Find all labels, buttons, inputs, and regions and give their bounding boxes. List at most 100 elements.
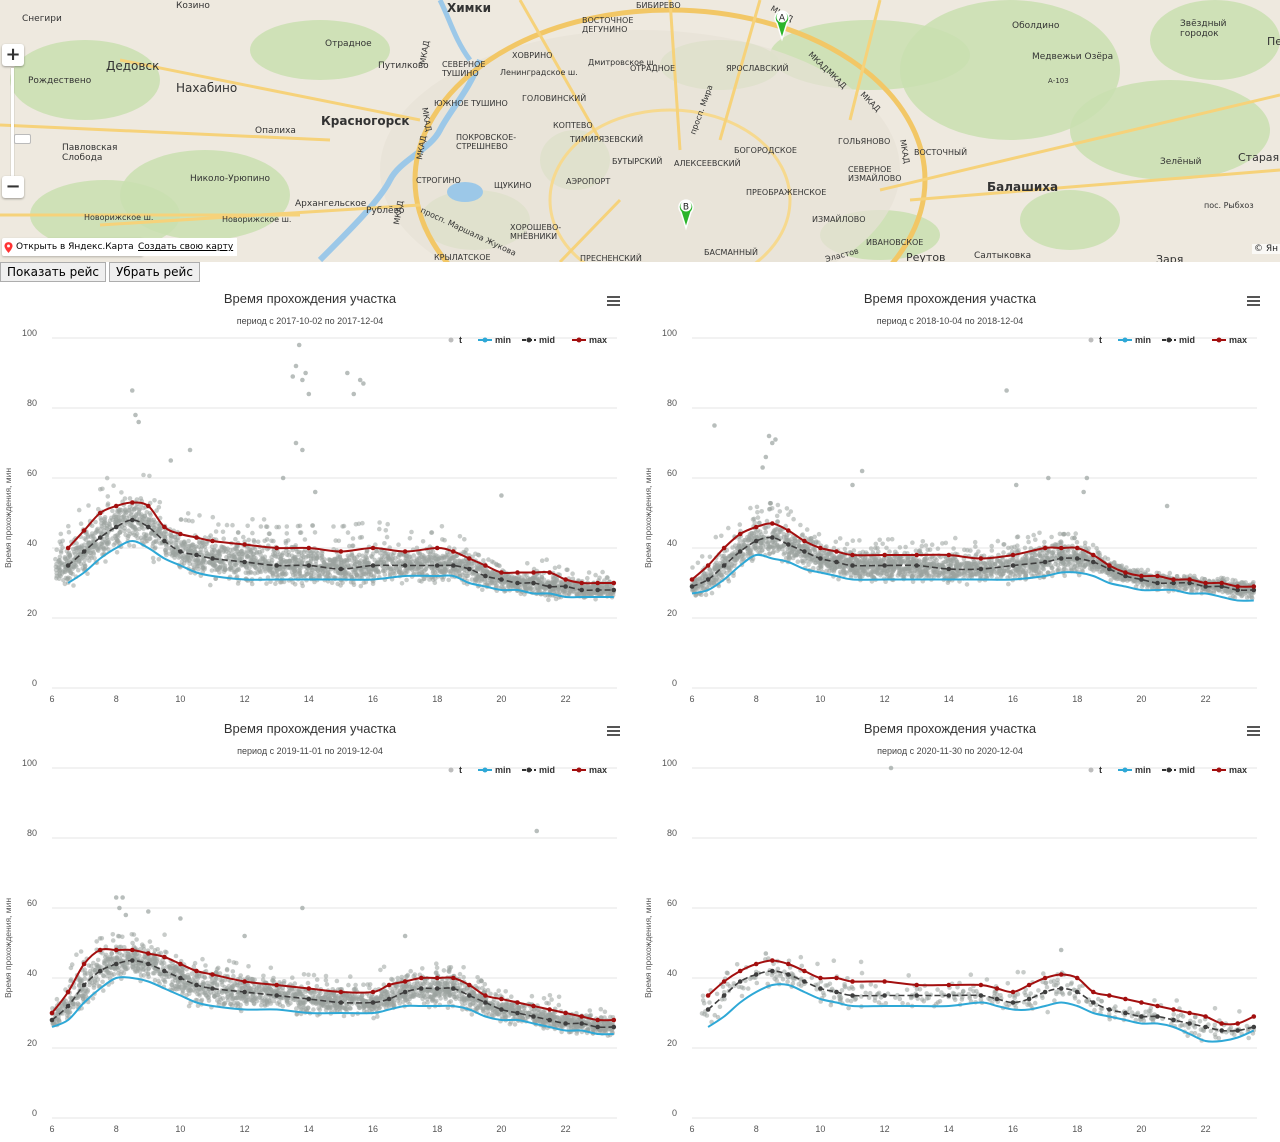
t-point: [973, 544, 978, 549]
t-point: [64, 576, 69, 581]
t-point: [122, 526, 127, 531]
show-route-button[interactable]: Показать рейс: [0, 262, 106, 282]
t-point: [397, 552, 402, 557]
t-point: [798, 523, 803, 528]
legend-item-t[interactable]: t: [449, 335, 463, 345]
series-mid-marker: [307, 563, 312, 568]
t-point: [386, 555, 391, 560]
t-point: [412, 567, 417, 572]
zoom-slider-track[interactable]: [11, 68, 14, 180]
t-point: [440, 524, 445, 529]
t-point: [344, 571, 349, 576]
t-point: [113, 513, 118, 518]
chart-menu-icon[interactable]: [602, 292, 622, 308]
open-in-yandex-maps-link[interactable]: Открыть в Яндекс.Картах: [2, 238, 143, 256]
t-point: [121, 518, 126, 523]
y-tick-label: 100: [22, 328, 37, 338]
t-point: [114, 517, 119, 522]
t-point: [1056, 550, 1061, 555]
t-point: [422, 557, 427, 562]
t-point: [111, 483, 116, 488]
t-point: [1016, 548, 1021, 553]
t-point: [791, 517, 796, 522]
t-point: [294, 441, 299, 446]
t-point: [1031, 533, 1036, 538]
series-mid-marker: [579, 588, 584, 593]
t-point: [93, 531, 98, 536]
t-point: [337, 539, 342, 544]
t-point: [151, 520, 156, 525]
t-point: [508, 576, 513, 581]
t-point: [322, 557, 327, 562]
remove-route-button[interactable]: Убрать рейс: [109, 262, 200, 282]
t-point: [154, 508, 159, 513]
t-point: [174, 552, 179, 557]
map-label-koptevo: КОПТЕВО: [553, 121, 593, 130]
series-mid-marker: [612, 588, 617, 593]
series-max-marker: [483, 563, 488, 568]
series-mid-marker: [467, 567, 472, 572]
t-point: [76, 568, 81, 573]
t-point: [132, 544, 137, 549]
t-point: [253, 547, 258, 552]
t-point: [59, 532, 64, 537]
zoom-in-button[interactable]: +: [2, 44, 24, 66]
t-point: [281, 476, 286, 481]
t-point: [690, 565, 695, 570]
legend-item-max[interactable]: max: [572, 335, 607, 345]
t-point: [874, 542, 879, 547]
zoom-control[interactable]: + −: [2, 44, 24, 204]
map-copyright: © Ян: [1252, 244, 1280, 254]
t-point: [763, 530, 768, 535]
zoom-out-button[interactable]: −: [2, 176, 24, 198]
t-point: [77, 545, 82, 550]
t-point: [396, 542, 401, 547]
t-point: [801, 560, 806, 565]
t-point: [151, 560, 156, 565]
map-label-vostochnoe_degunino: ВОСТОЧНОЕ: [582, 16, 633, 25]
map-label-reutov: Реутов: [906, 251, 946, 262]
t-point: [236, 581, 241, 586]
map-label-butyrsky: БУТЫРСКИЙ: [612, 155, 662, 166]
create-map-link[interactable]: Создать свою карту: [134, 238, 237, 256]
map-label-preobrazhenskoe: ПРЕОБРАЖЕНСКОЕ: [746, 188, 826, 197]
chart-menu-icon[interactable]: [1242, 292, 1262, 308]
t-point: [417, 556, 422, 561]
t-point: [158, 500, 163, 505]
map-label-otradnoe: Отрадное: [325, 39, 372, 49]
map-label-otradnoe2: ОТРАДНОЕ: [630, 64, 675, 73]
t-point: [307, 570, 312, 575]
t-point: [232, 555, 237, 560]
y-tick-label: 60: [667, 468, 677, 478]
t-point: [1016, 534, 1021, 539]
t-point: [297, 343, 302, 348]
chart-title: Время прохождения участка: [224, 291, 397, 306]
t-point: [141, 473, 146, 478]
legend-item-mid[interactable]: mid: [522, 335, 555, 345]
t-point: [285, 524, 290, 529]
t-point: [313, 530, 318, 535]
t-point: [748, 506, 753, 511]
t-point: [755, 510, 760, 515]
t-point: [352, 583, 357, 588]
x-tick-label: 16: [368, 694, 378, 704]
t-point: [179, 517, 184, 522]
legend-item-min[interactable]: min: [478, 335, 511, 345]
t-point: [168, 458, 173, 463]
t-point: [330, 558, 335, 563]
series-mid-marker: [242, 560, 247, 565]
t-point: [394, 560, 399, 565]
map-canvas[interactable]: ХимкиКозиноСнегириДедовскРождественоОтра…: [0, 0, 1280, 262]
t-point: [80, 566, 85, 571]
t-point: [330, 581, 335, 586]
t-point: [398, 559, 403, 564]
x-tick-label: 12: [240, 694, 250, 704]
chart-legend[interactable]: t min mid max: [449, 335, 608, 345]
t-point: [315, 568, 320, 573]
t-point: [241, 552, 246, 557]
zoom-slider-thumb[interactable]: [14, 134, 31, 144]
t-point: [241, 535, 246, 540]
t-point: [382, 541, 387, 546]
t-point: [483, 579, 488, 584]
